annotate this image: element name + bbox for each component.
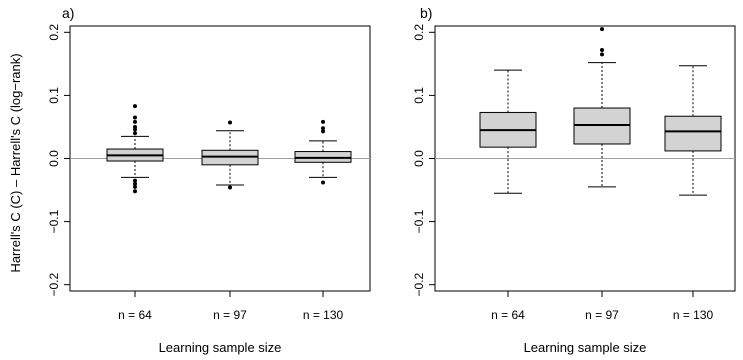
outlier-point (133, 178, 137, 183)
panel-a-x-axis-title: Learning sample size (159, 340, 282, 355)
x-tick-label: n = 130 (673, 308, 714, 322)
x-tick-label: n = 64 (491, 308, 525, 322)
y-tick-label: −0.1 (47, 209, 61, 233)
y-tick-label: −0.2 (412, 273, 426, 297)
outlier-point (133, 131, 137, 136)
box-3 (294, 119, 352, 185)
y-tick-label: 0.0 (412, 150, 426, 167)
y-tick-label: 0.1 (47, 87, 61, 104)
outlier-point (133, 184, 137, 189)
box-2 (573, 27, 631, 188)
x-tick-label: n = 130 (303, 308, 344, 322)
y-tick-label: 0.2 (412, 24, 426, 41)
y-axis-title: Harrell's C (C) – Harrell's C (log−rank) (8, 53, 23, 272)
outlier-point (600, 52, 604, 57)
y-tick-label: 0.0 (47, 150, 61, 167)
box-3 (664, 65, 722, 196)
outlier-point (133, 104, 137, 109)
panel-b-x-axis-title: Learning sample size (524, 340, 647, 355)
panel-b-x-axis: n = 64 n = 97 n = 130 (491, 291, 714, 322)
y-tick-label: 0.2 (47, 24, 61, 41)
outlier-point (600, 27, 604, 32)
interquartile-box (664, 115, 722, 152)
outlier-point (133, 189, 137, 194)
outlier-point (133, 115, 137, 120)
box-1 (479, 69, 537, 194)
outlier-point (133, 119, 137, 124)
x-tick-label: n = 64 (118, 308, 152, 322)
outlier-point (133, 124, 137, 129)
box-2 (201, 120, 259, 190)
y-tick-label: −0.2 (47, 273, 61, 297)
y-tick-label: 0.1 (412, 87, 426, 104)
panel-a-boxes (106, 104, 352, 194)
outlier-point (321, 180, 325, 185)
box-1 (106, 104, 164, 194)
panel-a-y-axis: −0.2 −0.1 0.0 0.1 0.2 (47, 24, 70, 297)
outlier-point (321, 129, 325, 134)
panel-a-x-axis: n = 64 n = 97 n = 130 (118, 291, 344, 322)
x-tick-label: n = 97 (585, 308, 619, 322)
outlier-point (321, 126, 325, 131)
y-tick-label: −0.1 (412, 209, 426, 233)
outlier-point (228, 185, 232, 190)
panel-b-y-axis: −0.2 −0.1 0.0 0.1 0.2 (412, 24, 435, 297)
outlier-point (321, 119, 325, 124)
panel-b-label: b) (420, 5, 432, 21)
panel-b-boxes (479, 27, 722, 196)
panel-a-label: a) (62, 5, 74, 21)
outlier-point (228, 120, 232, 125)
panel-b: b) −0.2 −0.1 0.0 0.1 0.2 n = 64 n = 97 n = 130… (412, 5, 736, 355)
x-tick-label: n = 97 (213, 308, 247, 322)
outlier-point (600, 47, 604, 52)
panel-a: a) −0.2 −0.1 0.0 0.1 0.2 n = 64 n = 97 n = 130… (47, 5, 371, 355)
outlier-point (133, 181, 137, 186)
